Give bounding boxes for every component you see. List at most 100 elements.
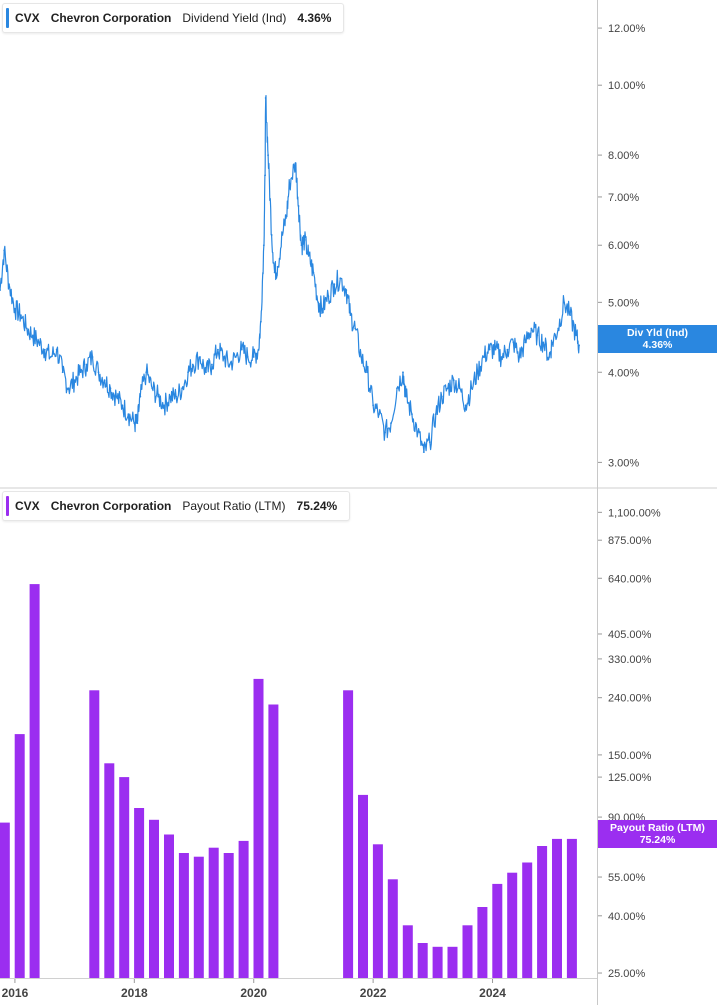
dividend-yield-point [234,356,237,358]
payout-ratio-bar [477,907,488,978]
dividend-yield-point [276,265,279,268]
payout-ratio-bar [387,879,398,978]
payout-ratio-bar [164,834,174,978]
payout-ratio-bar [29,584,40,978]
dividend-yield-point [0,289,1,291]
y-tick-label: 4.00% [608,367,639,379]
x-tick-label: 2020 [240,986,267,1000]
payout-ratio-bar [14,734,25,978]
payout-ratio-bar [149,819,159,978]
dividend-yield-point [411,413,413,415]
dividend-yield-point [55,348,58,351]
x-tick-label: 2018 [121,986,148,1000]
dividend-yield-point [307,254,310,257]
dividend-yield-point [452,379,455,382]
y-tick-label: 5.00% [608,297,639,309]
dividend-yield-point [297,205,300,207]
dividend-yield-point [259,320,262,323]
dividend-yield-point [506,348,509,351]
dividend-yield-point [169,395,172,398]
legend-metric: Dividend Yield (Ind) [182,11,287,25]
dividend-yield-point [85,363,88,366]
dividend-yield-current-tag: Div Yld (Ind) 4.36% [598,325,717,353]
dividend-yield-point [464,404,467,407]
payout-ratio-bar [268,704,279,978]
payout-ratio-bar [462,925,473,978]
payout-ratio-bar [447,946,458,978]
dividend-yield-point [551,341,554,344]
dividend-yield-point [222,356,225,358]
dividend-yield-point [500,356,503,358]
y-tick-label: 10.00% [608,80,646,92]
payout-ratio-bar [178,853,189,978]
dividend-yield-point [575,334,578,337]
payout-ratio-bar [402,925,413,978]
payout-ratio-bar [507,872,518,978]
y-tick-label: 25.00% [608,968,646,980]
dividend-yield-point [482,356,485,358]
y-tick-label: 405.00% [608,629,652,641]
dividend-yield-panel: 12.00% 10.00% 8.00% 7.00% 6.00% 5.00% 4.00% 3.0… [0,23,646,469]
dividend-yield-point [488,348,491,351]
payout-ratio-bar [417,943,428,978]
dividend-yield-point [270,234,273,236]
payout-ratio-bar [89,690,100,978]
dividend-yield-point [339,277,342,280]
dividend-yield-point [312,271,315,274]
dividend-yield-point [440,395,443,398]
payout-ratio-bar [104,763,115,978]
dividend-yield-point [19,314,22,317]
dividend-yield-point [542,341,545,344]
x-tick-label: 2024 [479,986,506,1000]
x-tick-label: 2016 [2,986,29,1000]
dividend-yield-point [136,422,139,425]
dividend-yield-point [494,348,497,351]
payout-ratio-bar [358,794,368,978]
y-tick-label: 40.00% [608,911,646,923]
dividend-yield-point [428,441,431,444]
legend-metric: Payout Ratio (LTM) [182,499,286,513]
dividend-yield-point [422,451,425,454]
dividend-yield-point [303,239,306,241]
dividend-yield-point [384,431,386,434]
payout-ratio-bar [223,853,234,978]
dividend-yield-point [133,422,136,425]
y-tick-label: 640.00% [608,573,652,585]
dividend-yield-point [372,404,375,407]
dividend-yield-point [578,344,580,347]
tag-label: Payout Ratio (LTM) [610,822,705,834]
dividend-yield-point [240,348,243,351]
dividend-yield-point [181,387,183,390]
y-tick-label: 7.00% [608,192,639,204]
dividend-yield-point [327,295,330,298]
dividend-yield-point [317,301,320,304]
dividend-yield-point [205,371,207,374]
dividend-yield-line [0,95,580,453]
legend-company: Chevron Corporation [50,499,172,513]
payout-ratio-bar [372,844,383,978]
dividend-yield-point [175,395,178,398]
dividend-yield-point [139,395,142,398]
dividend-yield-point [396,387,398,390]
dividend-yield-point [61,371,64,374]
dividend-yield-point [49,356,52,358]
dividend-yield-point [163,404,166,407]
dividend-yield-point [264,174,266,177]
dividend-yield-point [402,371,404,374]
payout-ratio-bar [0,822,10,978]
dividend-yield-point [217,348,219,351]
dividend-yield-point [43,348,46,351]
payout-ratio-bar [238,840,249,978]
dividend-yield-point [288,182,291,185]
y-tick-label: 8.00% [608,150,639,162]
dividend-yield-point [333,283,336,285]
dividend-yield-point [378,413,380,415]
dividend-yield-point [321,307,324,310]
dividend-yield-point [151,387,154,390]
dividend-yield-point [300,244,303,247]
dividend-yield-point [548,356,551,358]
dividend-yield-point [530,327,533,330]
dividend-yield-point [67,387,70,390]
dividend-yield-point [145,371,148,374]
